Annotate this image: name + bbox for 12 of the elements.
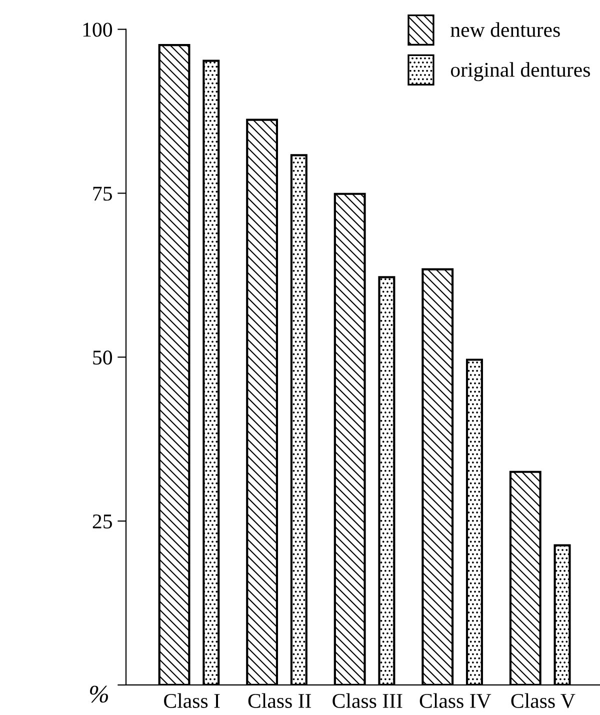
- x-tick-label: Class III: [332, 693, 402, 708]
- y-axis-title: %: [90, 686, 108, 703]
- x-tick-label: Class I: [164, 693, 220, 708]
- legend-label: new dentures: [450, 22, 560, 37]
- legend-label: original dentures: [450, 62, 590, 82]
- x-tick-label: Class II: [248, 693, 311, 708]
- y-tick-label: 75: [93, 186, 112, 201]
- y-tick-label: 100: [83, 22, 112, 37]
- x-tick-label: Class IV: [420, 693, 492, 708]
- x-tick-label: Class V: [511, 693, 576, 708]
- y-tick-label: 25: [92, 514, 112, 528]
- y-tick-label: 50: [93, 350, 112, 365]
